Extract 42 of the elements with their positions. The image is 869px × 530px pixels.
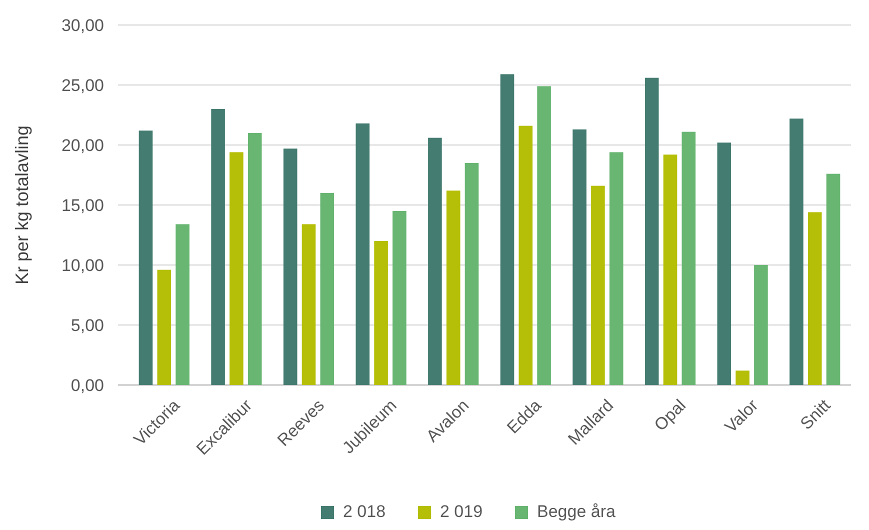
bar — [283, 148, 298, 385]
bar — [663, 154, 678, 385]
y-tick-label: 25,00 — [61, 76, 104, 95]
bar — [754, 265, 768, 385]
y-tick-label: 10,00 — [61, 256, 104, 275]
bar — [428, 138, 442, 385]
bar — [717, 142, 732, 385]
y-axis-title: Kr per kg totalavling — [12, 125, 32, 285]
bar — [609, 152, 624, 385]
bar — [211, 109, 225, 385]
y-tick-label: 0,00 — [70, 376, 104, 395]
bar — [518, 126, 533, 385]
bar — [157, 270, 172, 385]
bar — [446, 190, 460, 385]
bar — [230, 152, 244, 385]
bar — [591, 186, 605, 385]
legend-label: 2 018 — [343, 502, 386, 521]
bar — [138, 130, 153, 385]
bar — [392, 211, 406, 385]
y-tick-label: 5,00 — [70, 316, 104, 335]
bar — [537, 86, 551, 385]
y-tick-label: 30,00 — [61, 16, 104, 35]
bar — [374, 241, 388, 385]
bar — [808, 212, 822, 385]
bar — [826, 174, 840, 385]
bar — [320, 193, 334, 385]
bar — [500, 74, 514, 385]
bar — [682, 132, 696, 385]
bar — [572, 129, 586, 385]
y-tick-label: 20,00 — [61, 136, 104, 155]
bar — [302, 224, 316, 385]
legend-label: 2 019 — [440, 502, 483, 521]
legend-label: Begge åra — [537, 502, 616, 521]
x-tick-label: Snitt — [796, 396, 834, 434]
bar — [176, 224, 190, 385]
bar — [644, 78, 659, 385]
bar — [356, 123, 370, 385]
bar — [248, 133, 262, 385]
bar — [790, 118, 804, 385]
bar — [736, 370, 750, 385]
bar — [464, 163, 479, 385]
y-tick-label: 15,00 — [61, 196, 104, 215]
